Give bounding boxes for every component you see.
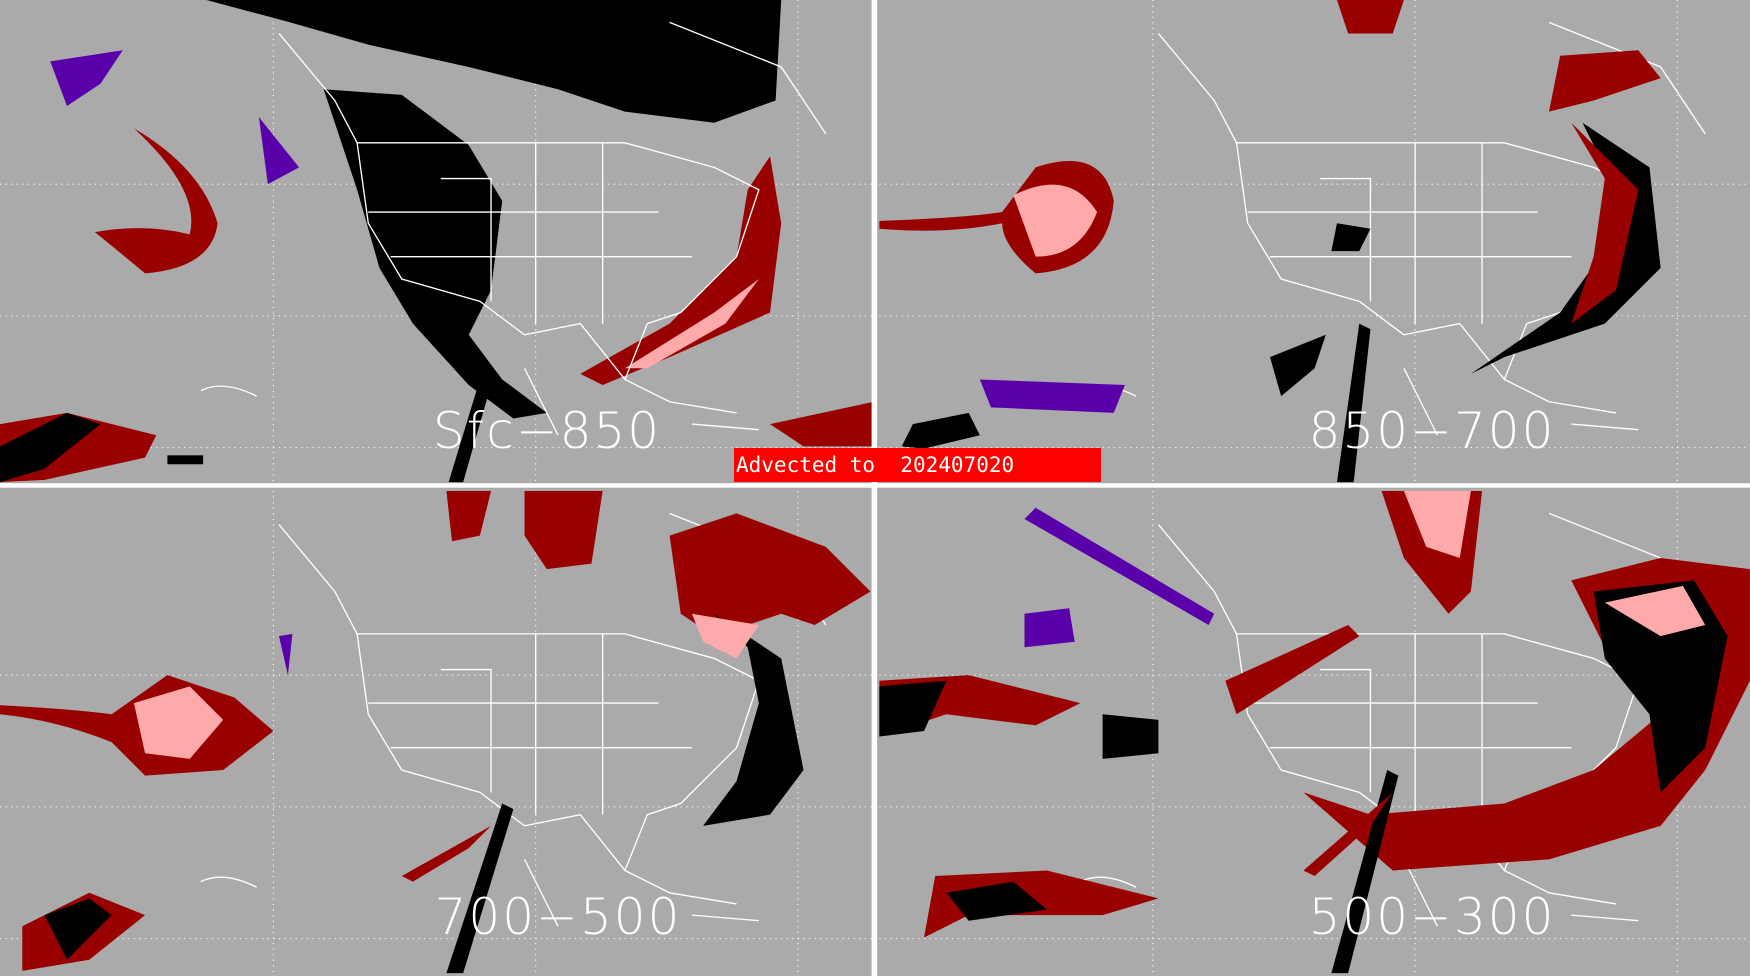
panel-500-300 [878,490,1750,976]
vertical-divider [871,0,878,976]
panel-label-850-700: 850−700 [1308,402,1556,460]
panel-label-sfc-850: Sfc−850 [432,402,662,460]
panel-850-700 [878,0,1750,487]
panel-sfc-850 [0,0,875,487]
panel-label-500-300: 500−300 [1308,888,1556,946]
panel-label-700-500: 700−500 [434,888,682,946]
advected-date-banner: Advected to 202407020 [734,448,1101,482]
panel-700-500 [0,490,875,976]
horizontal-divider [0,483,1750,488]
